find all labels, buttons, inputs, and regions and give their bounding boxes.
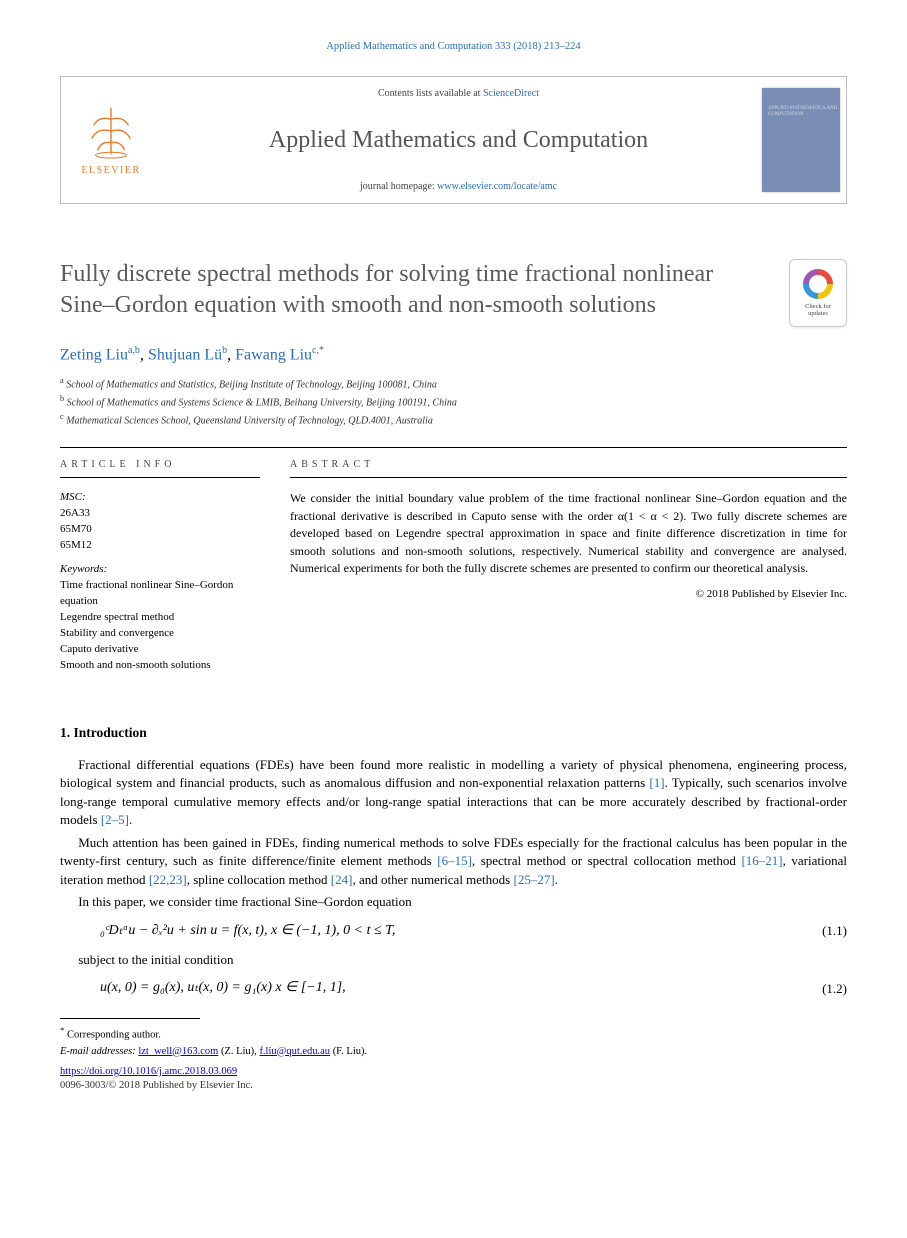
crossmark-icon xyxy=(803,269,833,299)
article-info-column: article info MSC: 26A33 65M70 65M12 Keyw… xyxy=(60,448,260,674)
corresponding-star: * xyxy=(319,345,324,356)
ref-25-27[interactable]: [25–27] xyxy=(513,872,554,887)
corresponding-note: * Corresponding author. xyxy=(60,1025,847,1043)
contents-line: Contents lists available at ScienceDirec… xyxy=(378,87,539,101)
corr-label: Corresponding author. xyxy=(67,1029,161,1040)
homepage-prefix: journal homepage: xyxy=(360,181,437,192)
doi-anchor[interactable]: https://doi.org/10.1016/j.amc.2018.03.06… xyxy=(60,1066,237,1077)
cover-thumbnail-cell: APPLIED MATHEMATICS AND COMPUTATION xyxy=(756,77,846,203)
journal-cover-thumbnail: APPLIED MATHEMATICS AND COMPUTATION xyxy=(762,88,840,192)
ref-16-21[interactable]: [16–21] xyxy=(741,853,782,868)
equation-1-1: ₀ᶜDₜᵅu − ∂ₓ²u + sin u = f(x, t), x ∈ (−1… xyxy=(100,922,797,941)
journal-name: Applied Mathematics and Computation xyxy=(269,124,648,156)
abstract-copyright: © 2018 Published by Elsevier Inc. xyxy=(290,587,847,602)
affiliations: a School of Mathematics and Statistics, … xyxy=(60,375,847,428)
p1-text-c: . xyxy=(129,812,132,827)
corresponding-author-rule xyxy=(60,1018,200,1023)
email-2-who: (F. Liu). xyxy=(330,1046,367,1057)
publisher-logo-text: ELSEVIER xyxy=(81,164,140,178)
email-line: E-mail addresses: lzt_well@163.com (Z. L… xyxy=(60,1045,847,1059)
author-2: Shujuan Lü xyxy=(148,346,222,363)
equation-1-2-row: u(x, 0) = g₀(x), uₜ(x, 0) = g₁(x) x ∈ [−… xyxy=(100,979,847,998)
authors-line: Zeting Liua,b, Shujuan Lüb, Fawang Liuc,… xyxy=(60,344,847,366)
publisher-logo-cell: ELSEVIER xyxy=(61,77,161,203)
email-2[interactable]: f.liu@qut.edu.au xyxy=(259,1046,330,1057)
keyword-1: Legendre spectral method xyxy=(60,610,260,626)
email-label: E-mail addresses: xyxy=(60,1046,136,1057)
title-row: Fully discrete spectral methods for solv… xyxy=(60,259,847,343)
msc-label: MSC: xyxy=(60,490,260,506)
cover-label: APPLIED MATHEMATICS AND COMPUTATION xyxy=(768,106,840,118)
intro-para-3: In this paper, we consider time fraction… xyxy=(60,893,847,911)
journal-header-box: ELSEVIER Contents lists available at Sci… xyxy=(60,76,847,204)
abstract-text: We consider the initial boundary value p… xyxy=(290,490,847,577)
keyword-0: Time fractional nonlinear Sine–Gordon eq… xyxy=(60,578,260,610)
affil-b: b School of Mathematics and Systems Scie… xyxy=(60,393,847,411)
author-1-aff: a,b xyxy=(128,345,140,356)
crossmark-line1: Check for xyxy=(805,303,831,310)
keyword-4: Smooth and non-smooth solutions xyxy=(60,658,260,674)
section-heading-introduction: 1. Introduction xyxy=(60,724,847,742)
citation-header: Applied Mathematics and Computation 333 … xyxy=(60,40,847,54)
intro-para-4: subject to the initial condition xyxy=(60,951,847,969)
contents-prefix: Contents lists available at xyxy=(378,88,483,99)
elsevier-tree-icon xyxy=(82,102,140,160)
paper-title: Fully discrete spectral methods for solv… xyxy=(60,259,769,321)
doi-link[interactable]: https://doi.org/10.1016/j.amc.2018.03.06… xyxy=(60,1065,847,1079)
ref-6-15[interactable]: [6–15] xyxy=(437,853,472,868)
keyword-2: Stability and convergence xyxy=(60,626,260,642)
abstract-header: abstract xyxy=(290,448,847,479)
title-block: Fully discrete spectral methods for solv… xyxy=(60,259,769,343)
article-info-block: MSC: 26A33 65M70 65M12 Keywords: Time fr… xyxy=(60,490,260,673)
email-1-who: (Z. Liu), xyxy=(218,1046,259,1057)
crossmark-badge[interactable]: Check for updates xyxy=(789,259,847,327)
p2-text-b: , spectral method or spectral collocatio… xyxy=(472,853,742,868)
intro-para-1: Fractional differential equations (FDEs)… xyxy=(60,756,847,830)
keyword-3: Caputo derivative xyxy=(60,642,260,658)
ref-1[interactable]: [1] xyxy=(649,775,664,790)
msc-0: 26A33 xyxy=(60,506,260,522)
p2-text-e: , and other numerical methods xyxy=(352,872,513,887)
ref-24[interactable]: [24] xyxy=(331,872,353,887)
homepage-link[interactable]: www.elsevier.com/locate/amc xyxy=(437,181,557,192)
ref-2-5[interactable]: [2–5] xyxy=(101,812,129,827)
p2-text-f: . xyxy=(555,872,558,887)
info-abstract-row: article info MSC: 26A33 65M70 65M12 Keyw… xyxy=(60,448,847,674)
equation-1-2: u(x, 0) = g₀(x), uₜ(x, 0) = g₁(x) x ∈ [−… xyxy=(100,979,797,998)
crossmark-text: Check for updates xyxy=(805,303,831,317)
intro-para-2: Much attention has been gained in FDEs, … xyxy=(60,834,847,889)
equation-1-1-number: (1.1) xyxy=(797,922,847,940)
crossmark-line2: updates xyxy=(808,310,828,317)
email-1[interactable]: lzt_well@163.com xyxy=(138,1046,218,1057)
abstract-column: abstract We consider the initial boundar… xyxy=(290,448,847,674)
author-3: Fawang Liu xyxy=(235,346,312,363)
bottom-copyright: 0096-3003/© 2018 Published by Elsevier I… xyxy=(60,1079,847,1093)
ref-22-23[interactable]: [22,23] xyxy=(149,872,187,887)
affil-c: c Mathematical Sciences School, Queensla… xyxy=(60,411,847,429)
equation-1-2-number: (1.2) xyxy=(797,980,847,998)
author-1: Zeting Liu xyxy=(60,346,128,363)
homepage-line: journal homepage: www.elsevier.com/locat… xyxy=(360,180,557,194)
keywords-label: Keywords: xyxy=(60,562,260,578)
header-center: Contents lists available at ScienceDirec… xyxy=(161,77,756,203)
author-3-aff: c, xyxy=(312,345,319,356)
affil-a: a School of Mathematics and Statistics, … xyxy=(60,375,847,393)
article-info-header: article info xyxy=(60,448,260,479)
msc-2: 65M12 xyxy=(60,538,260,554)
p2-text-d: , spline collocation method xyxy=(187,872,331,887)
equation-1-1-row: ₀ᶜDₜᵅu − ∂ₓ²u + sin u = f(x, t), x ∈ (−1… xyxy=(100,922,847,941)
msc-1: 65M70 xyxy=(60,522,260,538)
sciencedirect-link[interactable]: ScienceDirect xyxy=(483,88,539,99)
